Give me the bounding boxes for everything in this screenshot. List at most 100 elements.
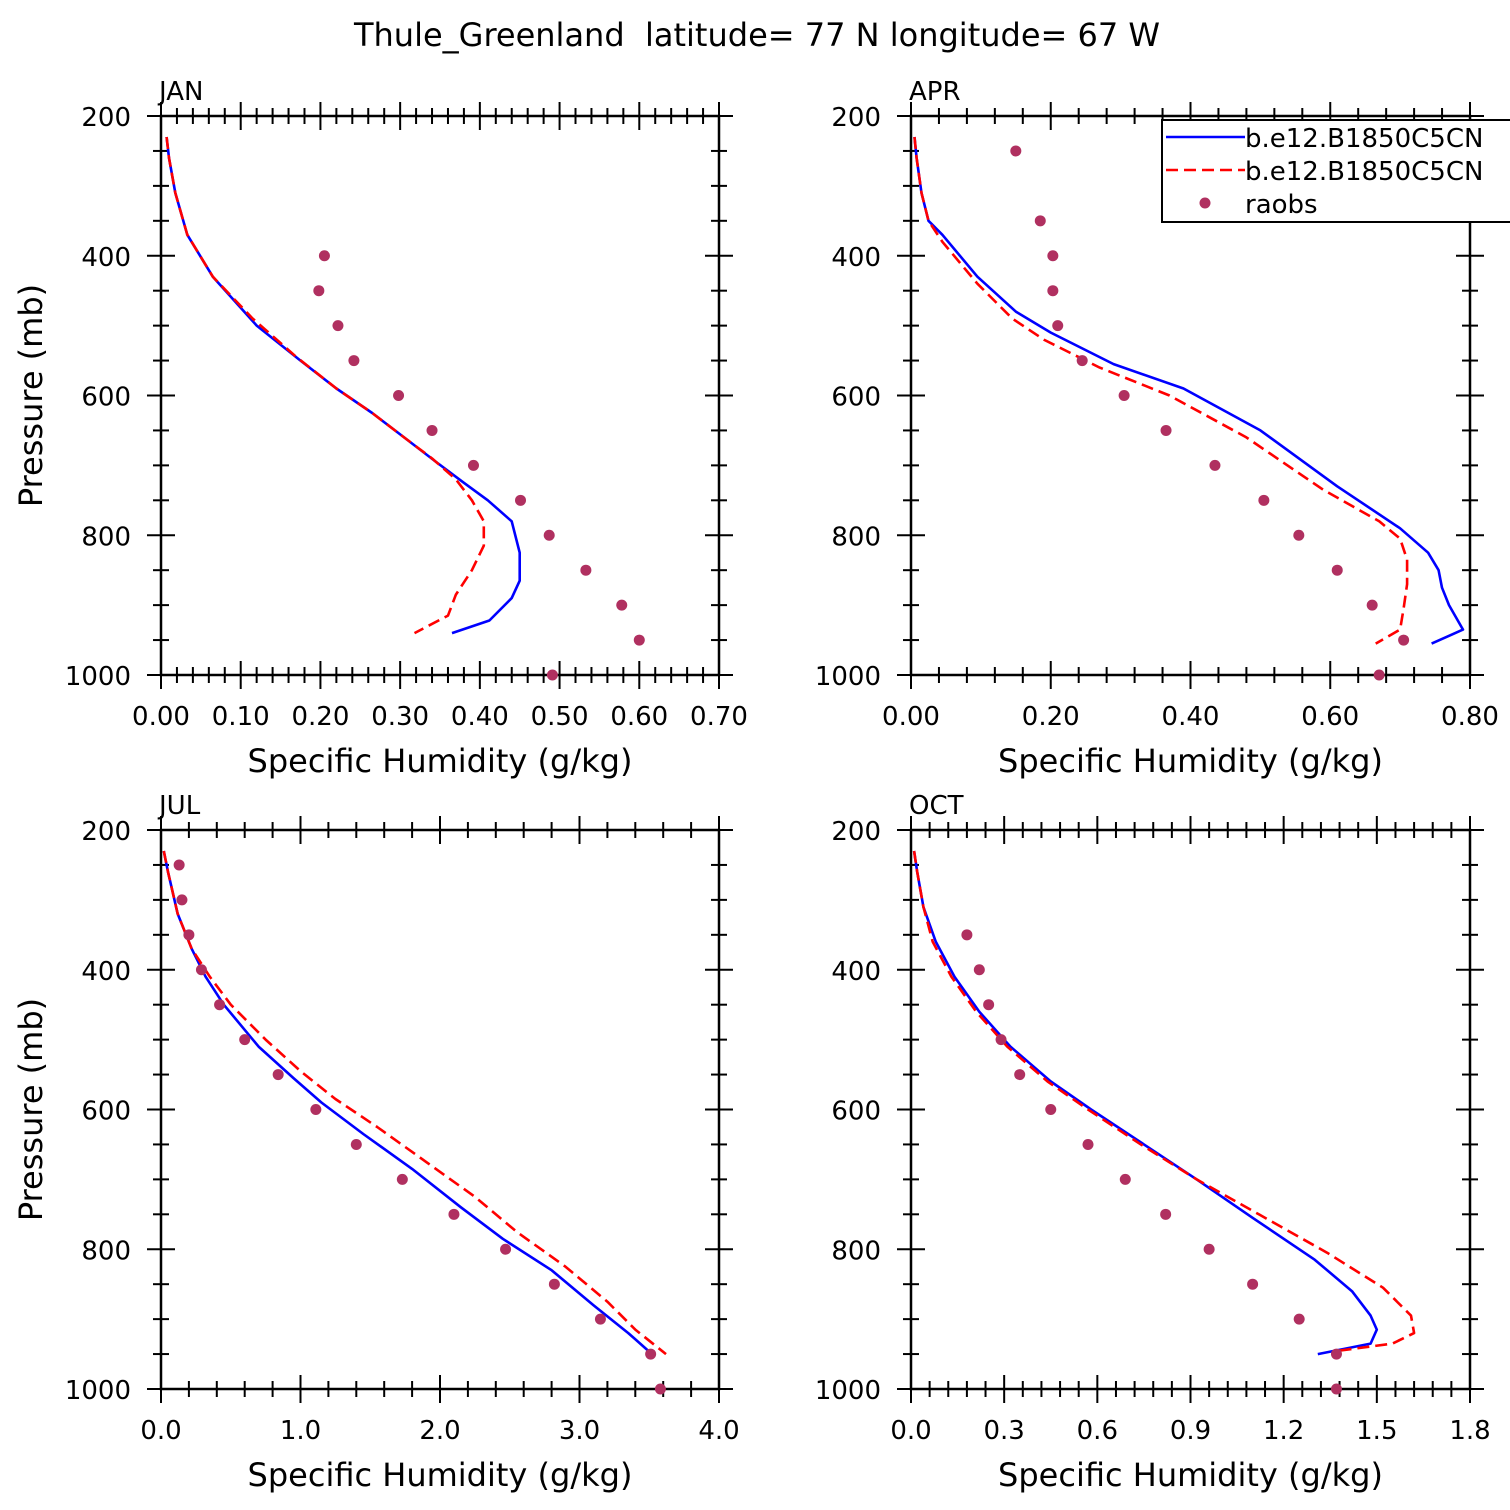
x-tick-label: 0.40 — [451, 702, 509, 732]
raobs-point — [183, 929, 195, 941]
x-tick-label: 0.20 — [1022, 702, 1080, 732]
series-group — [165, 136, 522, 635]
raobs-point — [332, 320, 344, 332]
raobs-point — [1247, 1278, 1259, 1290]
x-axis-label: Specific Humidity (g/kg) — [998, 742, 1383, 780]
raobs-point — [318, 250, 330, 262]
series-line-solid — [912, 850, 1379, 1356]
y-tick-label: 400 — [81, 957, 131, 987]
plot-frame — [909, 828, 1472, 1391]
raobs-point — [1047, 285, 1059, 297]
x-tick-label: 1.0 — [280, 1416, 321, 1446]
figure-title: Thule_Greenland latitude= 77 N longitude… — [353, 16, 1160, 54]
raobs-point — [396, 1173, 408, 1185]
y-tick-label: 1000 — [65, 1376, 131, 1406]
raobs-point — [1118, 390, 1130, 401]
raobs-point — [173, 859, 185, 871]
legend-marker — [1199, 197, 1211, 209]
x-tick-label: 1.2 — [1263, 1416, 1304, 1446]
legend-label: b.e12.B1850C5CN — [1245, 157, 1483, 187]
raobs-point — [239, 1034, 251, 1046]
raobs-point — [961, 929, 973, 941]
raobs-point — [1160, 424, 1172, 436]
raobs-point — [645, 1348, 657, 1360]
raobs-point — [580, 564, 592, 576]
raobs-point — [995, 1034, 1007, 1046]
series-line-dashed — [165, 136, 486, 635]
y-tick-label: 1000 — [65, 662, 131, 692]
raobs-point — [1082, 1138, 1094, 1150]
series-line-dashed — [912, 850, 1416, 1352]
y-tick-label: 400 — [831, 243, 881, 273]
raobs-point — [973, 964, 985, 976]
raobs-point — [195, 964, 207, 976]
raobs-point — [467, 459, 479, 471]
plot-frame — [159, 114, 721, 677]
y-tick-label: 600 — [81, 383, 131, 413]
raobs-point — [1119, 1173, 1131, 1185]
series-group — [913, 136, 1465, 645]
x-tick-label: 0.9 — [1170, 1416, 1211, 1446]
y-tick-label: 800 — [831, 522, 881, 552]
panel-label: JUL — [157, 791, 201, 821]
raobs-point — [426, 424, 438, 436]
x-tick-label: 0.40 — [1162, 702, 1220, 732]
raobs-point — [543, 529, 555, 541]
raobs-point — [546, 669, 558, 681]
raobs-point — [1010, 145, 1022, 157]
raobs-point — [393, 390, 405, 401]
y-tick-label: 800 — [81, 1236, 131, 1266]
raobs-point — [1330, 1348, 1342, 1360]
y-tick-label: 200 — [81, 817, 131, 847]
y-tick-label: 1000 — [815, 662, 881, 692]
y-tick-label: 1000 — [815, 1376, 881, 1406]
x-tick-label: 0.00 — [132, 702, 190, 732]
raobs-point — [1331, 564, 1343, 576]
series-line-solid — [913, 136, 1465, 645]
raobs-point — [616, 599, 628, 611]
x-tick-label: 1.5 — [1356, 1416, 1397, 1446]
y-tick-label: 800 — [831, 1236, 881, 1266]
raobs-point — [633, 634, 645, 646]
raobs-point — [214, 999, 226, 1011]
panel-oct: 200 400 600 800 1000 0.0 0.3 0.6 0.9 1.2 1.5 1.8 OCT… — [815, 791, 1491, 1494]
y-tick-label: 200 — [831, 817, 881, 847]
x-tick-label: 1.8 — [1449, 1416, 1490, 1446]
y-axis-label: Pressure (mb) — [12, 998, 50, 1221]
raobs-point — [654, 1383, 666, 1395]
raobs-point — [515, 494, 527, 506]
raobs-point — [350, 1138, 362, 1150]
raobs-point — [1366, 599, 1378, 611]
y-axis-label: Pressure (mb) — [12, 284, 50, 507]
panel-label: OCT — [909, 791, 964, 821]
x-tick-label: 0.50 — [531, 702, 589, 732]
raobs-point — [1076, 355, 1088, 367]
x-tick-label: 0.60 — [610, 702, 668, 732]
series-line-dashed — [162, 850, 667, 1356]
x-tick-label: 0.10 — [212, 702, 270, 732]
y-tick-label: 600 — [831, 383, 881, 413]
x-tick-label: 4.0 — [698, 1416, 739, 1446]
plot-frame — [159, 828, 721, 1391]
raobs-point — [1160, 1208, 1172, 1220]
legend-label: b.e12.B1850C5CN — [1245, 124, 1483, 154]
raobs-point — [594, 1313, 606, 1325]
raobs-point — [1258, 494, 1270, 506]
raobs-point — [500, 1243, 512, 1255]
legend-label: raobs — [1245, 190, 1318, 220]
raobs-point — [983, 999, 995, 1011]
x-tick-label: 0.30 — [371, 702, 429, 732]
series-line-solid — [165, 136, 522, 635]
y-tick-label: 200 — [81, 103, 131, 133]
raobs-point — [448, 1208, 460, 1220]
raobs-point — [1398, 634, 1410, 646]
x-axis-label: Specific Humidity (g/kg) — [248, 1456, 633, 1494]
raobs-point — [1330, 1383, 1342, 1395]
panel-jul: 200 400 600 800 1000 0.0 1.0 2.0 3.0 4.0 JUL Specif… — [12, 791, 740, 1494]
x-tick-label: 0.20 — [291, 702, 349, 732]
x-tick-label: 0.3 — [983, 1416, 1024, 1446]
